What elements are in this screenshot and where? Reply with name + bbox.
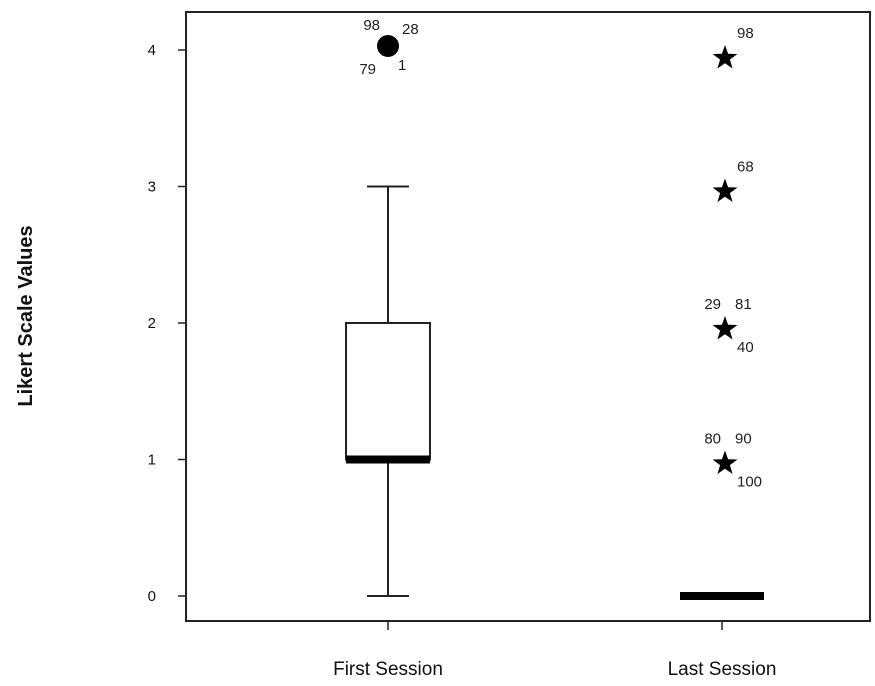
outlier-star-1-2 — [712, 316, 738, 340]
x-category-label-0: First Session — [333, 659, 443, 680]
outlier-star-1-1 — [712, 178, 738, 202]
outlier-label-1-3-1: 90 — [735, 431, 752, 448]
y-axis-label: Likert Scale Values — [15, 225, 37, 406]
y-tick-label-2: 2 — [148, 315, 156, 332]
outlier-star-1-0 — [712, 45, 738, 69]
outlier-label-1-2-2: 40 — [737, 339, 754, 356]
y-axis: 0 1 2 3 4 — [148, 42, 186, 605]
outlier-label-0-0-0: 98 — [363, 17, 380, 34]
x-category-label-1: Last Session — [668, 659, 777, 680]
outlier-label-1-2-1: 81 — [735, 296, 752, 313]
outlier-label-1-3-2: 100 — [737, 474, 762, 491]
outlier-label-1-3-0: 80 — [704, 431, 721, 448]
outlier-group-1-2: 29 81 40 — [704, 296, 753, 356]
outlier-label-1-1-0: 68 — [737, 159, 754, 176]
box-0 — [345, 185, 431, 597]
outlier-star-1-3 — [712, 450, 738, 474]
median-line-1 — [680, 592, 764, 600]
outlier-group-1-3: 80 90 100 — [704, 431, 762, 491]
outlier-label-0-0-2: 79 — [359, 61, 376, 78]
median-line-0 — [346, 455, 430, 464]
outlier-label-1-2-0: 29 — [704, 296, 721, 313]
outlier-label-0-0-3: 1 — [398, 57, 406, 74]
outlier-circle-0-0 — [377, 35, 399, 57]
boxes — [345, 185, 764, 600]
box-body-0 — [345, 322, 431, 461]
y-tick-label-0: 0 — [148, 588, 156, 605]
y-tick-label-1: 1 — [148, 452, 156, 469]
y-tick-label-3: 3 — [148, 179, 156, 196]
outlier-group-0-0: 98 28 79 1 — [359, 17, 418, 78]
x-axis: First Session Last Session — [333, 621, 776, 680]
outlier-group-1-1: 68 — [712, 159, 754, 202]
plot-frame — [185, 11, 871, 622]
outlier-label-1-0-0: 98 — [737, 25, 754, 42]
outlier-group-1-0: 98 — [712, 25, 754, 69]
box-1 — [680, 592, 764, 600]
y-tick-label-4: 4 — [148, 42, 156, 59]
outliers: 98 28 79 1 98 68 29 81 40 80 90 100 — [359, 17, 762, 491]
outlier-label-0-0-1: 28 — [402, 21, 419, 38]
